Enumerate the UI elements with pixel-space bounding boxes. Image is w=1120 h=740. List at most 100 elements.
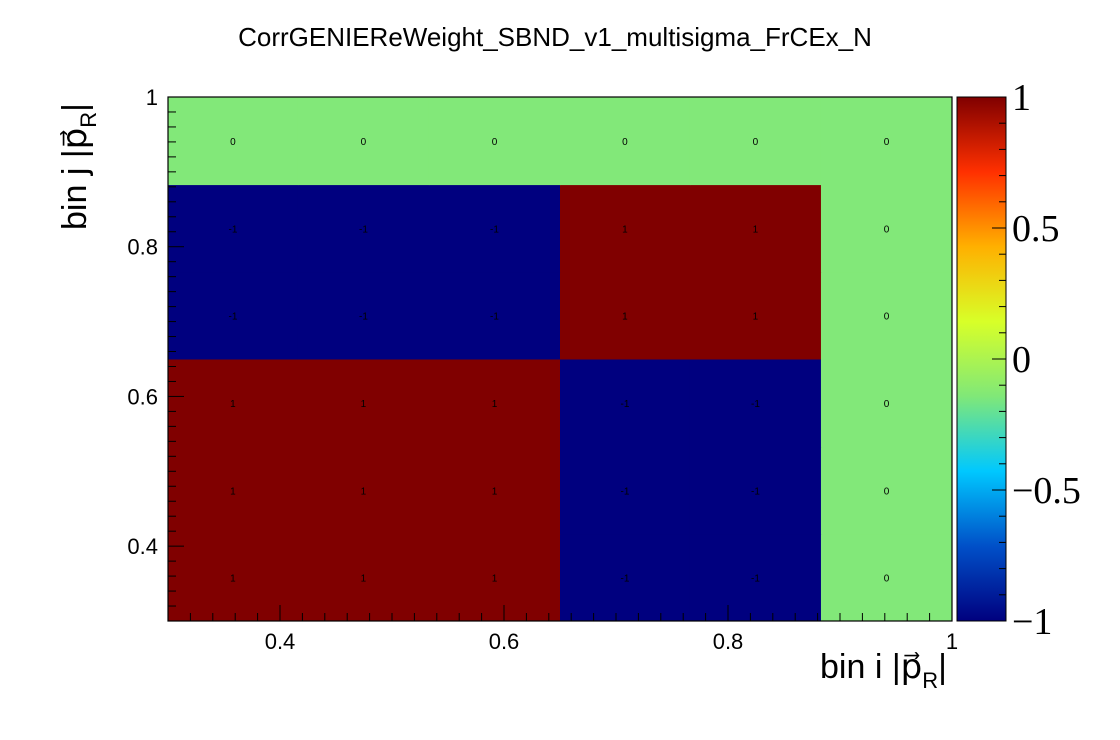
heatmap-cell [689, 446, 822, 535]
heatmap-cell [820, 446, 953, 535]
cell-value-label: -1 [229, 224, 238, 235]
cell-value-label: 0 [622, 137, 628, 148]
x-tick-label: 1 [946, 629, 958, 654]
heatmap-cell [428, 97, 561, 186]
heatmap-cell-labels: 1 1 1 -1 -1 0 1 1 1 -1 -1 0 1 1 1 -1 -1 0 -1 -1 -1 1 1 0 -1 -1 -1 1… [229, 137, 890, 585]
cell-value-label: 1 [492, 574, 498, 585]
heatmap-cell [689, 272, 822, 360]
heatmap-cell [820, 359, 953, 448]
cell-value-label: 0 [884, 399, 890, 410]
cell-value-label: -1 [751, 486, 760, 497]
cell-value-label: 1 [230, 486, 236, 497]
heatmap-cell [820, 534, 953, 622]
x-tick-label: 0.8 [713, 629, 744, 654]
heatmap-cell [297, 359, 430, 448]
cell-value-label: -1 [490, 312, 499, 323]
x-axis: 0.4 0.6 0.8 1 [167, 605, 958, 654]
y-tick-label: 0.4 [127, 534, 158, 559]
cell-value-label: 0 [361, 137, 367, 148]
heatmap-cell [168, 534, 299, 622]
colorbar-tick-label: −1 [1012, 601, 1052, 643]
cell-value-label: 0 [492, 137, 498, 148]
colorbar-tick-label: 0.5 [1012, 208, 1060, 250]
heatmap-cell [820, 272, 953, 360]
x-tick-label: 0.4 [265, 629, 296, 654]
heatmap-cell [168, 359, 299, 448]
x-tick-label: 0.6 [489, 629, 520, 654]
heatmap-cell [428, 272, 561, 360]
cell-value-label: 1 [361, 399, 367, 410]
cell-value-label: -1 [621, 486, 630, 497]
heatmap-cell [560, 534, 691, 622]
heatmap-cell [168, 184, 299, 273]
heatmap-cell [297, 272, 430, 360]
axis-title-suffix: | [56, 103, 94, 112]
axis-title-subscript: R [922, 668, 938, 693]
cell-value-label: 0 [884, 312, 890, 323]
heatmap-cell [689, 184, 822, 273]
cell-value-label: 1 [361, 486, 367, 497]
axis-title-suffix: | [938, 648, 947, 686]
cell-value-label: -1 [229, 312, 238, 323]
cell-value-label: 1 [753, 224, 759, 235]
heatmap-cell [560, 446, 691, 535]
axis-title-prefix: bin j | [56, 149, 94, 230]
cell-value-label: 1 [492, 399, 498, 410]
axis-title-vector-symbol: p⃗ [901, 648, 923, 686]
heatmap-cell [689, 97, 822, 186]
x-axis-title-text: bin i |p⃗R| [820, 648, 947, 693]
heatmap-cell [297, 97, 430, 186]
colorbar-tick-label: 0 [1012, 339, 1031, 381]
heatmap-cell [428, 446, 561, 535]
heatmap-cell [560, 359, 691, 448]
heatmap-cell [168, 446, 299, 535]
heatmap-cell [560, 272, 691, 360]
cell-value-label: -1 [621, 399, 630, 410]
y-tick-label: 0.6 [127, 384, 158, 409]
y-axis: 0.4 0.6 0.8 1 [127, 85, 184, 622]
cell-value-label: -1 [751, 574, 760, 585]
cell-value-label: -1 [490, 224, 499, 235]
heatmap-cell [560, 97, 691, 186]
heatmap-cells [168, 97, 953, 622]
chart-title: CorrGENIEReWeight_SBND_v1_multisigma_FrC… [238, 22, 872, 52]
heatmap-cell [297, 184, 430, 273]
heatmap-cell [297, 534, 430, 622]
y-tick-label: 0.8 [127, 235, 158, 260]
cell-value-label: 0 [753, 137, 759, 148]
axis-title-subscript: R [76, 112, 101, 128]
plot-frame [167, 96, 953, 622]
axis-title-prefix: bin i | [820, 648, 901, 686]
heatmap-cell [428, 359, 561, 448]
cell-value-label: 0 [884, 137, 890, 148]
heatmap-cell [297, 446, 430, 535]
colorbar-ticks: 1 0.5 0 −0.5 −1 [992, 77, 1081, 643]
cell-value-label: -1 [359, 224, 368, 235]
cell-value-label: 1 [622, 224, 628, 235]
y-axis-title-text: bin j |p⃗R| [56, 103, 101, 230]
cell-value-label: 1 [230, 399, 236, 410]
cell-value-label: 1 [361, 574, 367, 585]
colorbar-tick-label: −0.5 [1012, 470, 1081, 512]
cell-value-label: -1 [751, 399, 760, 410]
heatmap-cell [689, 359, 822, 448]
cell-value-label: -1 [621, 574, 630, 585]
heatmap-cell [820, 97, 953, 186]
cell-value-label: 0 [884, 574, 890, 585]
axis-title-vector-symbol: p⃗ [56, 128, 94, 150]
heatmap-cell [168, 97, 299, 186]
cell-value-label: 1 [622, 312, 628, 323]
heatmap-cell [560, 184, 691, 273]
cell-value-label: 1 [230, 574, 236, 585]
y-axis-title: bin j |p⃗R| [56, 103, 101, 230]
heatmap-cell [428, 184, 561, 273]
cell-value-label: 0 [884, 486, 890, 497]
heatmap-cell [168, 272, 299, 360]
heatmap-cell [428, 534, 561, 622]
y-tick-label: 1 [146, 85, 158, 110]
cell-value-label: 0 [884, 224, 890, 235]
cell-value-label: 0 [230, 137, 236, 148]
heatmap-cell [820, 184, 953, 273]
colorbar-tick-label: 1 [1012, 77, 1031, 119]
